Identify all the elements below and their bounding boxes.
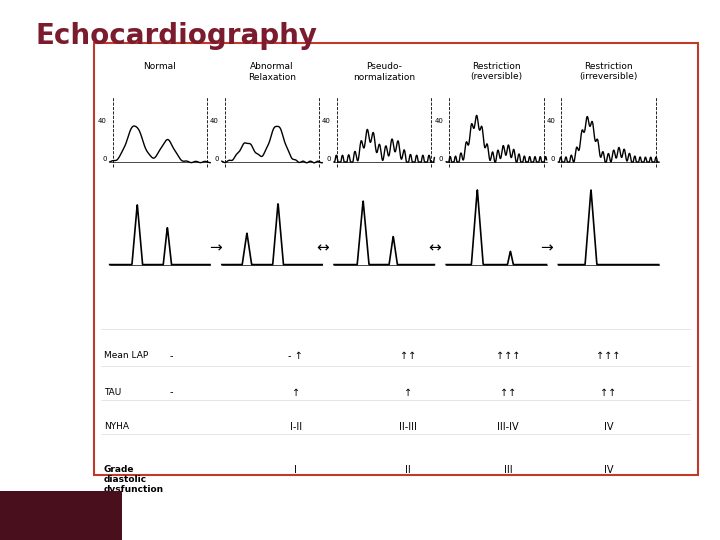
Text: Mean LAP: Mean LAP [104,351,148,360]
Text: -: - [170,351,174,361]
Text: IV: IV [604,464,613,475]
Text: ↑: ↑ [404,388,412,397]
Text: NYHA: NYHA [104,422,129,431]
Text: III-IV: III-IV [498,422,519,433]
Text: IV: IV [604,422,613,433]
Text: 40: 40 [546,118,555,124]
Text: Abnormal
Relaxation: Abnormal Relaxation [248,62,296,82]
Text: ↑↑: ↑↑ [400,351,416,361]
Text: Grade
diastolic
dysfunction: Grade diastolic dysfunction [104,464,164,495]
Text: 0: 0 [215,156,219,163]
Text: ↑↑: ↑↑ [500,388,516,397]
Text: II-III: II-III [399,422,417,433]
Text: 40: 40 [210,118,219,124]
Text: 0: 0 [327,156,331,163]
Text: I-II: I-II [289,422,302,433]
Bar [0,491,122,540]
Text: I: I [294,464,297,475]
Bar [94,43,698,475]
Text: ↔: ↔ [316,241,328,256]
Text: Restriction
(reversible): Restriction (reversible) [470,62,523,82]
Text: ↔: ↔ [428,241,441,256]
Text: Echocardiography: Echocardiography [36,22,318,50]
Text: 0: 0 [551,156,555,163]
Text: →: → [210,241,222,256]
Text: ↑↑↑: ↑↑↑ [496,351,521,361]
Text: 0: 0 [438,156,444,163]
Text: 0: 0 [102,156,107,163]
Text: 40: 40 [322,118,331,124]
Text: ↑↑: ↑↑ [600,388,616,397]
Text: - ↑: - ↑ [288,351,303,361]
Text: III: III [504,464,513,475]
Text: II: II [405,464,410,475]
Text: -: - [170,388,174,397]
Text: Pseudo-
normalization: Pseudo- normalization [353,62,415,82]
Text: ↑: ↑ [292,388,300,397]
Text: 40: 40 [434,118,444,124]
Text: ↑↑↑: ↑↑↑ [596,351,621,361]
Text: Restriction
(irreversible): Restriction (irreversible) [580,62,638,82]
Text: TAU: TAU [104,388,121,396]
Text: →: → [540,241,553,256]
Text: Normal: Normal [143,62,176,71]
Text: 40: 40 [98,118,107,124]
